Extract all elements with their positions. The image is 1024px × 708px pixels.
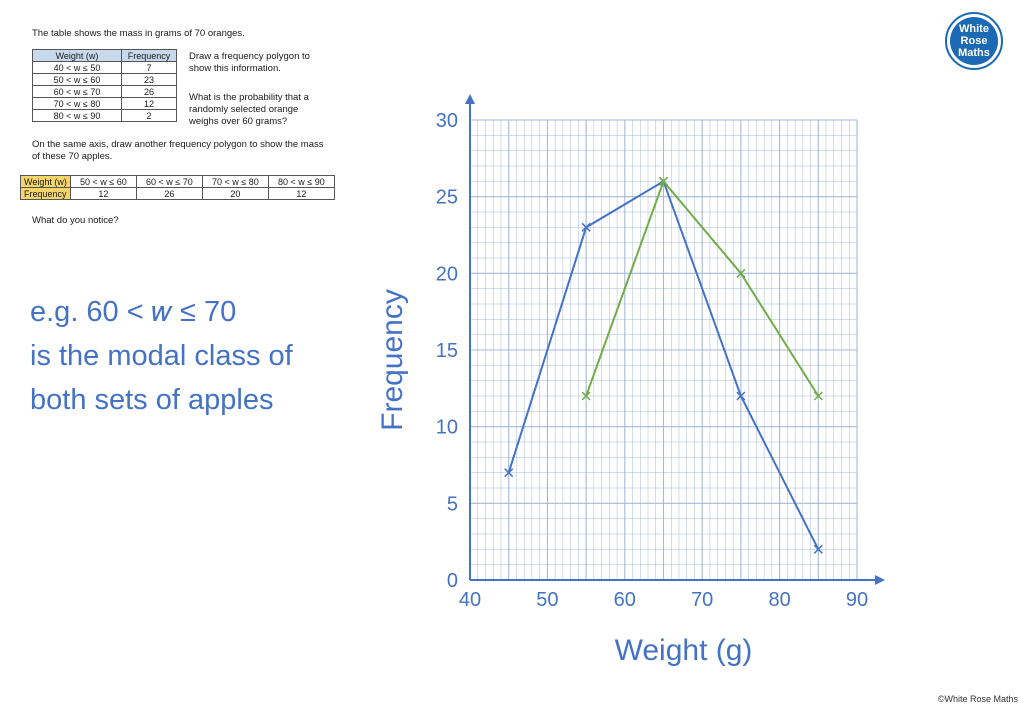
apples-header-frequency: Frequency [20, 187, 71, 200]
oranges-class: 50 < w ≤ 60 [32, 73, 122, 86]
y-tick-label: 10 [436, 417, 458, 439]
x-tick-label: 60 [614, 589, 636, 611]
apples-table: Weight (w) 50 < w ≤ 60 60 < w ≤ 70 70 < … [20, 175, 335, 200]
apples-frequency: 12 [267, 187, 335, 200]
logo-text: White [959, 23, 989, 35]
oranges-table: Weight (w) Frequency 40 < w ≤ 50 7 50 < … [32, 49, 177, 122]
y-tick-label: 15 [436, 340, 458, 362]
answer-line: is the modal class of [30, 340, 293, 372]
y-tick-label: 30 [436, 110, 458, 132]
oranges-class: 40 < w ≤ 50 [32, 61, 122, 74]
apples-instruction: On the same axis, draw another frequency… [32, 139, 324, 162]
table-row: 70 < w ≤ 80 12 [32, 97, 177, 110]
y-tick-label: 25 [436, 187, 458, 209]
data-point-marker [736, 391, 746, 401]
oranges-frequency: 12 [121, 97, 177, 110]
oranges-frequency: 2 [121, 109, 177, 122]
data-point-marker [504, 468, 514, 478]
data-point-marker [658, 176, 669, 186]
y-axis-title: Frequency [376, 289, 409, 431]
x-tick-label: 40 [459, 589, 481, 611]
logo-text: Rose [960, 35, 988, 47]
x-tick-label: 50 [536, 589, 558, 611]
data-point-marker [581, 391, 591, 401]
table-row: 50 < w ≤ 60 23 [32, 73, 177, 86]
answer-text: e.g. 60 < 𝑤 ≤ 70 is the modal class of b… [30, 290, 293, 422]
apples-class: 60 < w ≤ 70 [135, 175, 203, 188]
copyright: ©White Rose Maths [937, 694, 1018, 704]
y-axis-arrow [465, 94, 475, 104]
x-axis-arrow [875, 575, 885, 585]
oranges-class: 70 < w ≤ 80 [32, 97, 122, 110]
white-rose-maths-logo: White Rose Maths [945, 12, 1003, 70]
table-row: 60 < w ≤ 70 26 [32, 85, 177, 98]
logo-text: Maths [958, 47, 990, 59]
oranges-frequency: 26 [121, 85, 177, 98]
apples-frequency: 12 [69, 187, 137, 200]
oranges-frequency: 7 [121, 61, 177, 74]
chart-series [504, 176, 823, 554]
apples-class: 70 < w ≤ 80 [201, 175, 269, 188]
data-point-marker [581, 222, 591, 232]
data-point-marker [736, 268, 746, 278]
oranges-frequency: 23 [121, 73, 177, 86]
y-tick-label: 5 [447, 493, 458, 515]
y-tick-label: 0 [447, 570, 458, 592]
table-row: 80 < w ≤ 90 2 [32, 109, 177, 122]
data-point-marker [813, 544, 823, 554]
chart-axes [465, 94, 885, 585]
chart-ticks: 40 50 60 70 80 90 0 5 10 15 20 25 30 [436, 110, 868, 611]
apples-class: 80 < w ≤ 90 [267, 175, 335, 188]
oranges-header-frequency: Frequency [121, 49, 177, 62]
oranges-class: 80 < w ≤ 90 [32, 109, 122, 122]
x-axis-title: Weight (g) [615, 634, 753, 667]
oranges-class: 60 < w ≤ 70 [32, 85, 122, 98]
apples-frequency: 26 [135, 187, 203, 200]
x-tick-label: 70 [691, 589, 713, 611]
answer-line: e.g. 60 < 𝑤 ≤ 70 [30, 296, 237, 328]
frequency-polygon-chart: 40 50 60 70 80 90 0 5 10 15 20 25 30 Weight (g) Freq… [376, 94, 885, 667]
x-tick-label: 90 [846, 589, 868, 611]
question-instruction: Draw a frequency polygon to show this in… [189, 51, 310, 74]
data-point-marker [813, 391, 823, 401]
probability-question: What is the probability that a randomly … [189, 92, 309, 127]
apples-frequency: 20 [201, 187, 269, 200]
chart-grid [469, 119, 858, 581]
notice-question: What do you notice? [32, 215, 119, 226]
apples-class: 50 < w ≤ 60 [69, 175, 137, 188]
y-tick-label: 20 [436, 263, 458, 285]
x-tick-label: 80 [768, 589, 790, 611]
answer-line: both sets of apples [30, 384, 274, 416]
question-intro: The table shows the mass in grams of 70 … [32, 28, 245, 39]
oranges-header-weight: Weight (w) [32, 49, 122, 62]
table-row: 40 < w ≤ 50 7 [32, 61, 177, 74]
apples-header-weight: Weight (w) [20, 175, 71, 188]
series-line [585, 179, 820, 397]
